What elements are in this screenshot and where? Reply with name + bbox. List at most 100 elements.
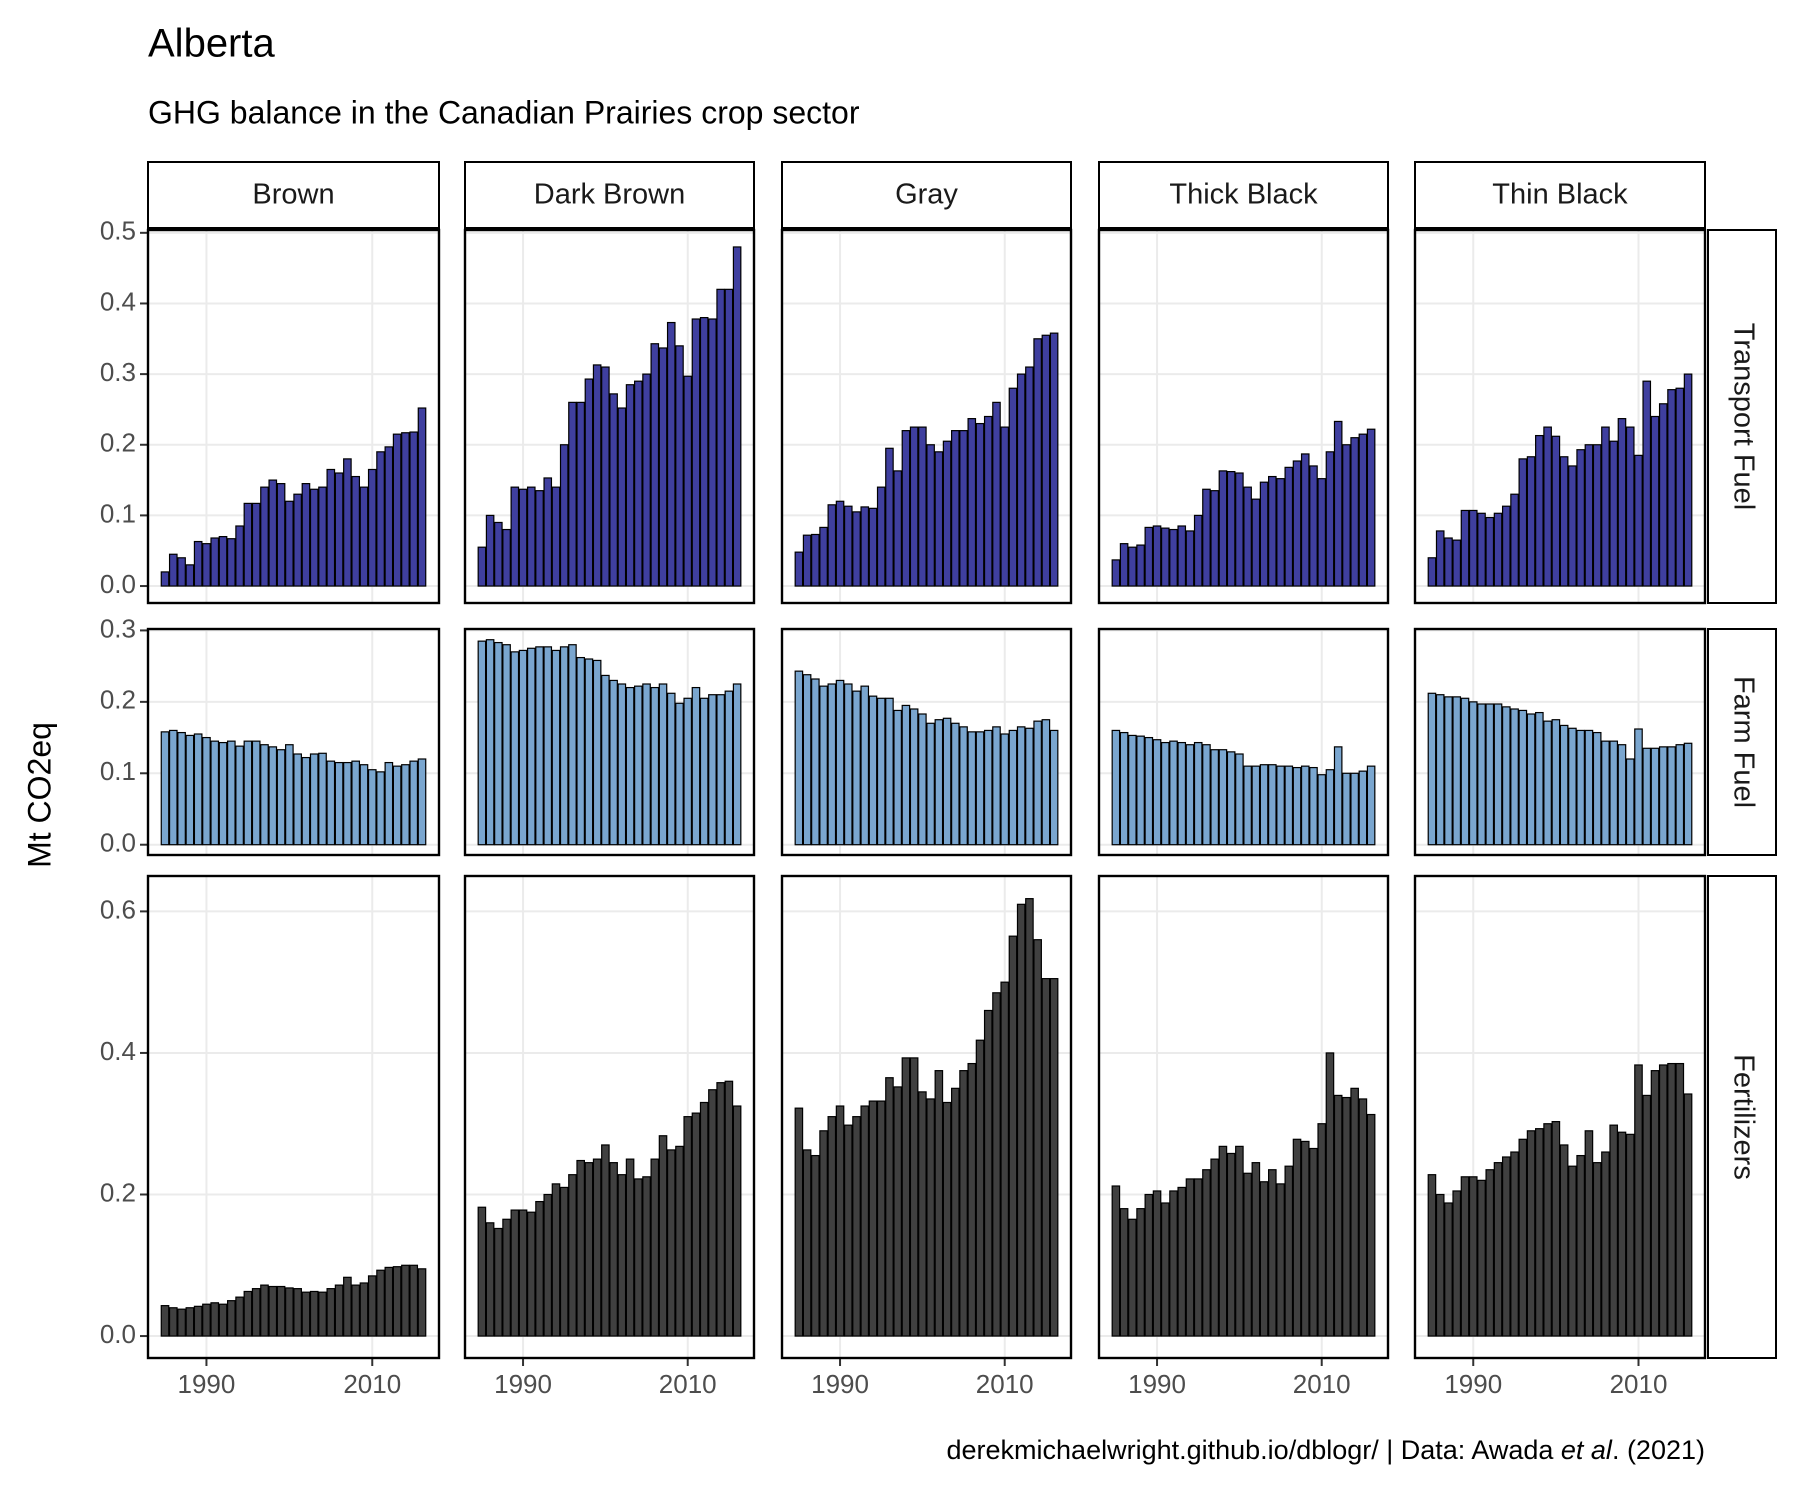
- bar: [1468, 509, 1478, 587]
- bar: [543, 477, 553, 587]
- bar: [1452, 696, 1462, 846]
- bar: [1501, 706, 1511, 846]
- bar: [318, 752, 327, 846]
- bar: [1683, 742, 1693, 846]
- bar: [1559, 724, 1569, 846]
- bar: [243, 502, 253, 587]
- bar: [251, 1288, 261, 1337]
- y-tick-label: 0.0: [100, 569, 136, 599]
- bar: [1185, 744, 1195, 846]
- bar: [1041, 978, 1051, 1337]
- bar: [518, 1209, 528, 1337]
- bar: [376, 1269, 385, 1337]
- bar: [901, 430, 911, 587]
- bar: [1350, 772, 1359, 846]
- strip: [1707, 628, 1777, 856]
- bar: [1576, 1154, 1585, 1337]
- bar: [1119, 543, 1129, 587]
- bar: [1033, 338, 1042, 587]
- bar: [293, 493, 302, 587]
- bar: [708, 694, 717, 846]
- bar: [1008, 729, 1018, 846]
- bar: [1493, 1162, 1503, 1337]
- bar: [1518, 1138, 1528, 1337]
- bar: [732, 683, 742, 846]
- bar: [716, 288, 725, 587]
- bar: [1358, 433, 1368, 587]
- bar: [160, 1305, 170, 1337]
- panel: [782, 876, 1071, 1358]
- bar: [975, 731, 985, 846]
- bar: [1268, 1169, 1277, 1337]
- y-tick-label: 0.3: [100, 613, 136, 643]
- bar: [967, 731, 977, 846]
- bar: [576, 1159, 585, 1337]
- bar: [992, 401, 1001, 587]
- bar: [384, 1266, 394, 1337]
- panel-border: [1413, 627, 1707, 857]
- bar: [794, 1107, 804, 1337]
- bar: [708, 318, 717, 587]
- bar: [1601, 1151, 1610, 1337]
- bar: [951, 1087, 960, 1337]
- bar: [193, 1305, 203, 1337]
- bar: [568, 1174, 577, 1337]
- strip: [781, 161, 1072, 229]
- bar: [868, 695, 878, 846]
- bar: [642, 683, 651, 846]
- bar: [1493, 703, 1503, 846]
- bar: [276, 483, 286, 587]
- bar: [301, 483, 311, 587]
- bar: [1609, 740, 1619, 846]
- bar: [1000, 981, 1010, 1337]
- bar: [367, 1275, 377, 1337]
- bar: [1016, 726, 1026, 846]
- bar: [1025, 727, 1034, 846]
- bar: [1617, 418, 1627, 587]
- bar: [893, 1086, 902, 1337]
- bar: [592, 659, 602, 846]
- bar: [268, 479, 278, 587]
- bar: [1160, 527, 1170, 587]
- bar: [1284, 765, 1294, 846]
- bar: [326, 760, 336, 846]
- bar: [634, 380, 643, 587]
- y-tick-label: 0.4: [100, 1036, 136, 1066]
- bar: [510, 651, 520, 846]
- bar: [1667, 746, 1676, 846]
- bar: [1609, 1124, 1619, 1337]
- bar: [942, 1101, 952, 1337]
- bar: [1008, 935, 1018, 1337]
- bar: [351, 760, 361, 846]
- panel-border: [463, 228, 756, 605]
- bar: [1325, 769, 1335, 846]
- bar: [309, 753, 319, 846]
- bar: [1452, 539, 1462, 587]
- bar: [417, 407, 427, 587]
- bar: [951, 430, 960, 587]
- bar: [1202, 744, 1211, 846]
- bar: [650, 343, 660, 587]
- bar: [168, 553, 178, 587]
- bar: [218, 741, 228, 846]
- y-axis-label: Mt CO2eq: [21, 722, 57, 868]
- y-tick-label: 0.2: [100, 1177, 136, 1207]
- bar: [417, 1268, 427, 1337]
- bar: [609, 1162, 618, 1337]
- bar: [683, 375, 693, 587]
- bar: [160, 731, 170, 846]
- bar: [1251, 1162, 1261, 1337]
- bar: [802, 674, 812, 846]
- strip-label: Dark Brown: [534, 179, 686, 211]
- bar: [1342, 1096, 1351, 1337]
- bar: [1268, 764, 1277, 846]
- bar: [794, 670, 804, 846]
- bar: [794, 551, 804, 587]
- bar: [967, 1062, 977, 1337]
- bar: [691, 318, 701, 587]
- bar: [1460, 697, 1470, 846]
- bar: [568, 644, 577, 846]
- bar: [1169, 740, 1178, 846]
- bar: [584, 378, 594, 587]
